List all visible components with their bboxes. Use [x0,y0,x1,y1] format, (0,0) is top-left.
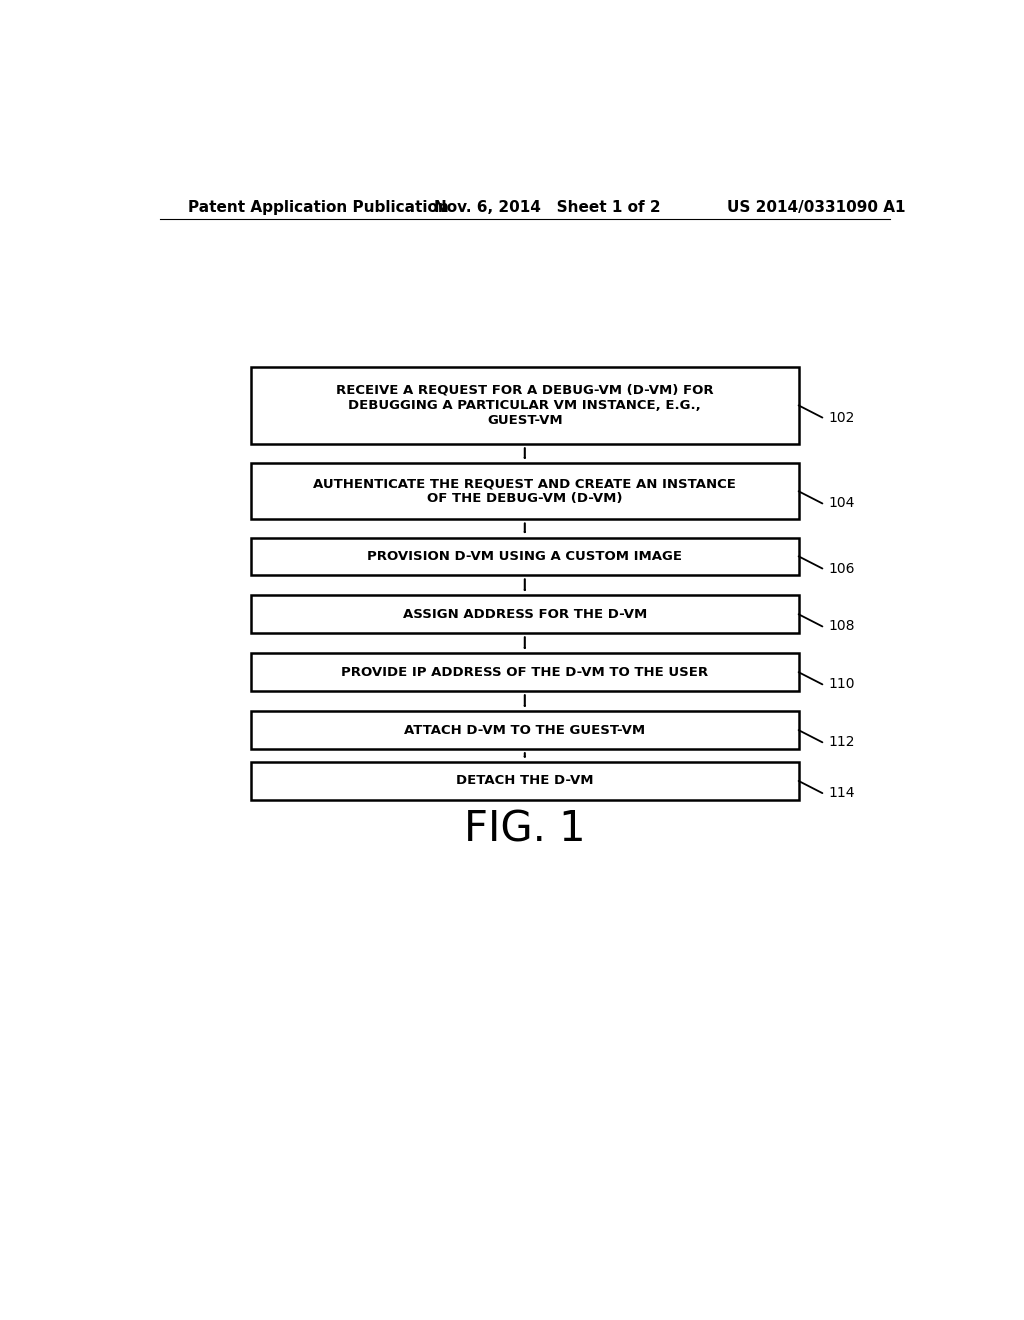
Text: 104: 104 [828,496,855,511]
Text: RECEIVE A REQUEST FOR A DEBUG-VM (D-VM) FOR
DEBUGGING A PARTICULAR VM INSTANCE, : RECEIVE A REQUEST FOR A DEBUG-VM (D-VM) … [336,384,714,426]
Text: 108: 108 [828,619,855,634]
Bar [251,367,799,444]
Text: 106: 106 [828,561,855,576]
Text: 110: 110 [828,677,855,692]
Bar [251,762,799,800]
Text: ATTACH D-VM TO THE GUEST-VM: ATTACH D-VM TO THE GUEST-VM [404,723,645,737]
Text: ASSIGN ADDRESS FOR THE D-VM: ASSIGN ADDRESS FOR THE D-VM [402,607,647,620]
Bar [251,537,799,576]
Text: 102: 102 [828,411,855,425]
Text: 112: 112 [828,735,855,750]
Bar [251,711,799,748]
Text: DETACH THE D-VM: DETACH THE D-VM [456,775,594,788]
Text: FIG. 1: FIG. 1 [464,808,586,850]
Text: PROVIDE IP ADDRESS OF THE D-VM TO THE USER: PROVIDE IP ADDRESS OF THE D-VM TO THE US… [341,665,709,678]
Bar [251,595,799,634]
Text: Nov. 6, 2014   Sheet 1 of 2: Nov. 6, 2014 Sheet 1 of 2 [433,199,660,215]
Text: Patent Application Publication: Patent Application Publication [187,199,449,215]
Text: 114: 114 [828,787,855,800]
Text: US 2014/0331090 A1: US 2014/0331090 A1 [727,199,905,215]
Bar [251,653,799,690]
Text: AUTHENTICATE THE REQUEST AND CREATE AN INSTANCE
OF THE DEBUG-VM (D-VM): AUTHENTICATE THE REQUEST AND CREATE AN I… [313,478,736,506]
Bar [251,463,799,519]
Text: PROVISION D-VM USING A CUSTOM IMAGE: PROVISION D-VM USING A CUSTOM IMAGE [368,550,682,562]
